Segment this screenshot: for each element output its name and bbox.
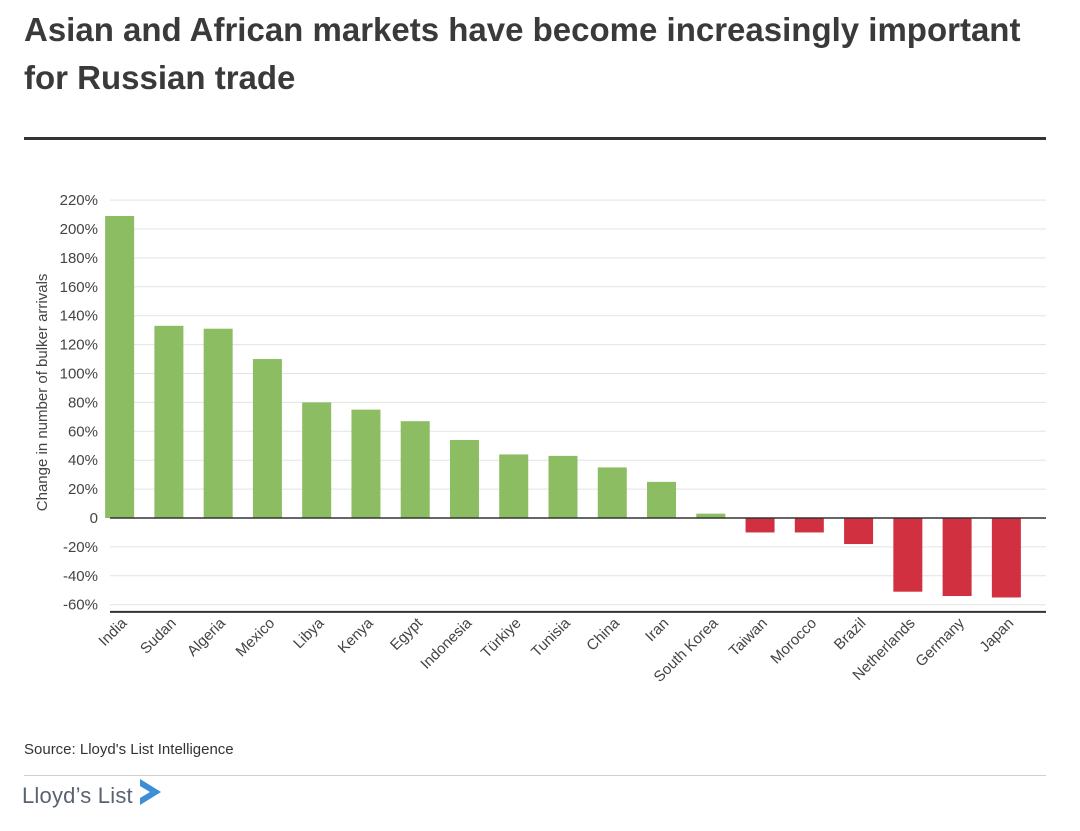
- y-tick-label: 180%: [60, 250, 98, 267]
- bar-japan: [991, 518, 1021, 598]
- source-note: Source: Lloyd's List Intelligence: [24, 741, 234, 758]
- bar-türkiye: [499, 454, 529, 518]
- axes: [110, 517, 1046, 613]
- x-tick-label: Sudan: [137, 615, 180, 658]
- x-tick-label: China: [583, 614, 623, 654]
- x-tick-label: Egypt: [387, 614, 427, 654]
- bar-brazil: [844, 518, 874, 545]
- y-axis-ticks: 220% 200% 180% 160% 140% 120% 100% 80% 60% 40% 20%…: [60, 192, 98, 614]
- bar-indonesia: [449, 439, 479, 518]
- x-tick-label: Japan: [976, 615, 1017, 656]
- x-tick-label: Germany: [912, 614, 968, 670]
- x-tick-label: Brazil: [831, 615, 870, 654]
- y-tick-label: -60%: [63, 597, 98, 614]
- x-tick-label: Algeria: [184, 614, 230, 660]
- y-tick-label: 100%: [60, 366, 98, 383]
- bar-germany: [942, 518, 972, 597]
- bar-kenya: [351, 409, 381, 518]
- bar-libya: [302, 402, 332, 518]
- y-tick-label: 60%: [68, 423, 98, 440]
- bar-taiwan: [745, 518, 775, 533]
- bar-south-korea: [696, 513, 726, 518]
- bar-algeria: [203, 328, 233, 518]
- y-tick-label: -40%: [63, 568, 98, 585]
- bar-china: [597, 467, 627, 518]
- y-tick-label: 40%: [68, 452, 98, 469]
- bar-egypt: [400, 421, 430, 518]
- y-tick-label: 20%: [68, 481, 98, 498]
- y-tick-label: 0: [90, 510, 98, 527]
- bar-iran: [647, 481, 677, 518]
- bar-netherlands: [893, 518, 923, 592]
- lloyds-list-logo: Lloyd’s List: [22, 779, 163, 809]
- play-chevron-icon: [139, 779, 161, 805]
- footer-divider: [24, 775, 1046, 776]
- x-tick-label: Kenya: [335, 614, 378, 657]
- y-tick-label: 80%: [68, 394, 98, 411]
- chart-title: Asian and African markets have become in…: [24, 11, 1021, 96]
- y-tick-label: 220%: [60, 192, 98, 209]
- bar-morocco: [794, 518, 824, 533]
- x-tick-label: Mexico: [233, 615, 279, 661]
- bar-india: [105, 215, 135, 518]
- bar-sudan: [154, 325, 184, 518]
- y-tick-label: 200%: [60, 221, 98, 238]
- x-tick-label: India: [95, 614, 130, 649]
- x-tick-label: Taiwan: [726, 615, 771, 660]
- bar-mexico: [252, 359, 282, 518]
- y-axis-title: Change in number of bulker arrivals: [34, 274, 51, 512]
- x-tick-label: Iran: [642, 615, 672, 645]
- y-tick-label: -20%: [63, 539, 98, 556]
- x-tick-label: Libya: [290, 614, 328, 652]
- logo-text: Lloyd’s List: [22, 783, 133, 808]
- y-tick-label: 160%: [60, 279, 98, 296]
- x-axis-labels: India Sudan Algeria Mexico Libya Kenya EgyptIn…: [95, 614, 1017, 686]
- y-tick-label: 140%: [60, 308, 98, 325]
- x-tick-label: Indonesia: [417, 614, 475, 672]
- y-tick-label: 120%: [60, 337, 98, 354]
- x-tick-label: Morocco: [767, 615, 820, 668]
- x-tick-label: Tunisia: [528, 614, 574, 660]
- bar-tunisia: [548, 455, 578, 518]
- bars: [105, 215, 1021, 598]
- title-divider: [24, 137, 1046, 140]
- x-tick-label: Türkiye: [478, 615, 525, 662]
- bar-chart: 220% 200% 180% 160% 140% 120% 100% 80% 60% 40% 20%…: [34, 192, 1046, 686]
